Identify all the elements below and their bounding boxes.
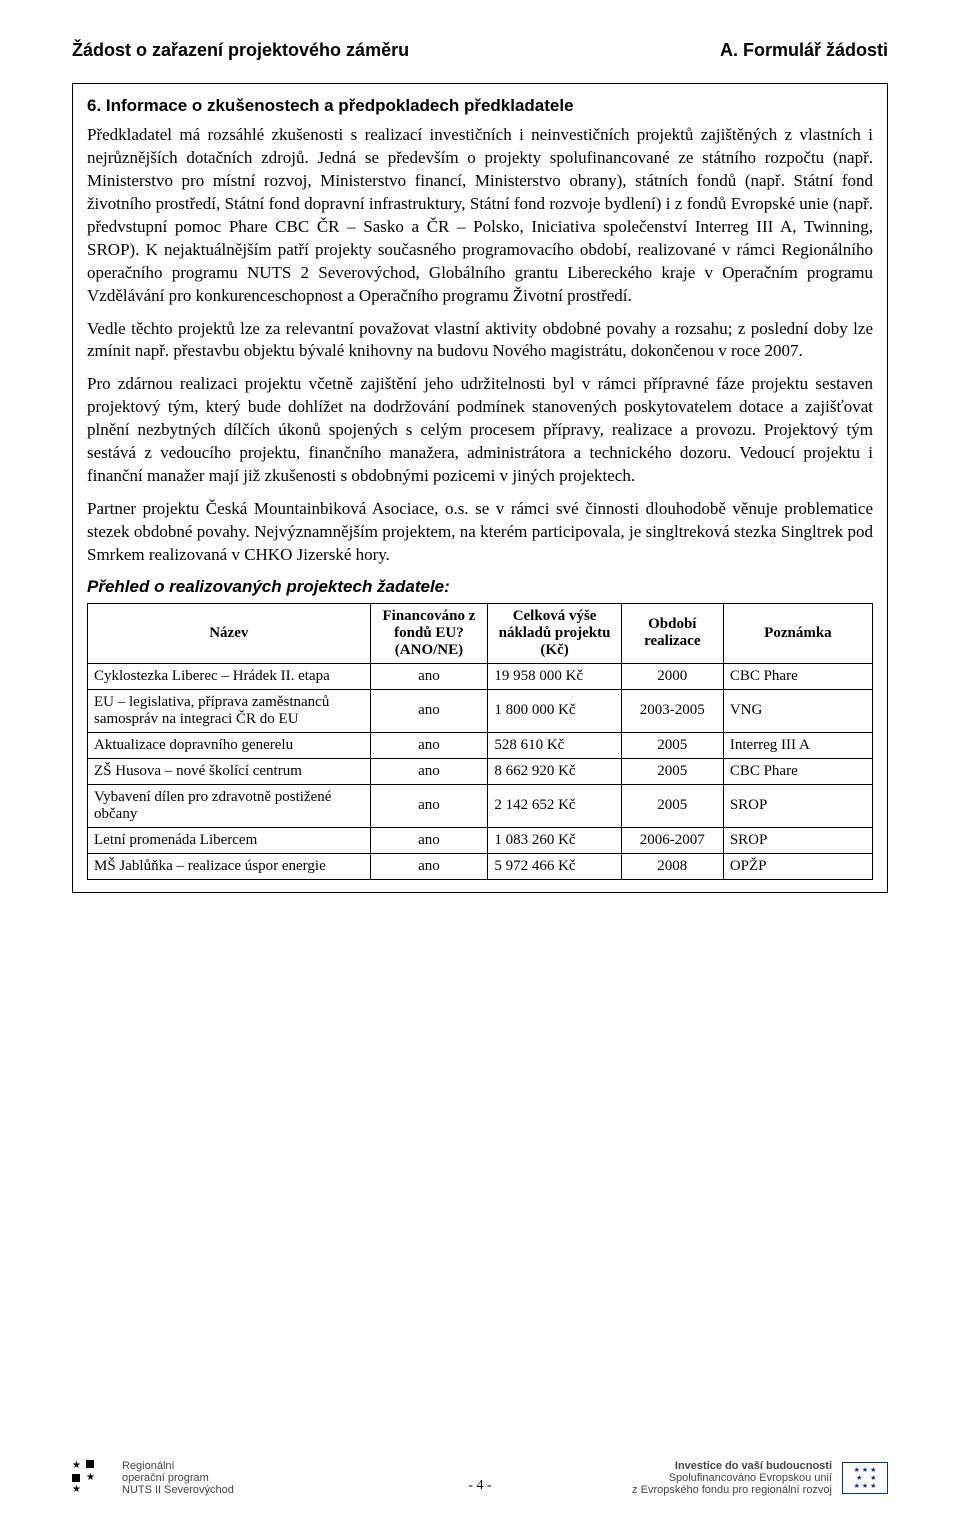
cell-funded: ano — [370, 732, 488, 758]
projects-header: Přehled o realizovaných projektech žadat… — [87, 577, 873, 597]
cell-cost: 8 662 920 Kč — [488, 758, 621, 784]
footer-right-text: Investice do vaší budoucnosti Spolufinan… — [632, 1460, 832, 1496]
paragraph: Pro zdárnou realizaci projektu včetně za… — [87, 373, 873, 488]
cell-note: CBC Phare — [723, 663, 872, 689]
footer-line: Investice do vaší budoucnosti — [632, 1460, 832, 1472]
projects-table: Název Financováno z fondů EU? (ANO/NE) C… — [87, 603, 873, 880]
cell-note: OPŽP — [723, 853, 872, 879]
table-row: ZŠ Husova – nové školící centrum ano 8 6… — [88, 758, 873, 784]
cell-note: CBC Phare — [723, 758, 872, 784]
cell-period: 2006-2007 — [621, 827, 723, 853]
cell-cost: 2 142 652 Kč — [488, 784, 621, 827]
cell-name: Aktualizace dopravního generelu — [88, 732, 371, 758]
table-row: Cyklostezka Liberec – Hrádek II. etapa a… — [88, 663, 873, 689]
cell-name: Vybavení dílen pro zdravotně postižené o… — [88, 784, 371, 827]
cell-name: Letní promenáda Libercem — [88, 827, 371, 853]
cell-note: SROP — [723, 827, 872, 853]
table-row: Aktualizace dopravního generelu ano 528 … — [88, 732, 873, 758]
cell-period: 2000 — [621, 663, 723, 689]
cell-period: 2008 — [621, 853, 723, 879]
section-box: 6. Informace o zkušenostech a předpoklad… — [72, 83, 888, 893]
page-number: - 4 - — [468, 1478, 491, 1494]
table-header-row: Název Financováno z fondů EU? (ANO/NE) C… — [88, 603, 873, 663]
cell-cost: 5 972 466 Kč — [488, 853, 621, 879]
cell-name: EU – legislativa, příprava zaměstnanců s… — [88, 689, 371, 732]
footer-line: Regionální — [122, 1460, 234, 1472]
rop-logo-icon: ★ ★ ★ — [72, 1460, 112, 1496]
cell-period: 2005 — [621, 784, 723, 827]
footer-left-text: Regionální operační program NUTS II Seve… — [122, 1460, 234, 1496]
cell-note: SROP — [723, 784, 872, 827]
header-right: A. Formulář žádosti — [720, 40, 888, 61]
col-note: Poznámka — [723, 603, 872, 663]
eu-flag-icon: ★ ★ ★★ ★★ ★ ★ — [842, 1462, 888, 1494]
table-row: EU – legislativa, příprava zaměstnanců s… — [88, 689, 873, 732]
col-period: Období realizace — [621, 603, 723, 663]
footer-left: ★ ★ ★ Regionální operační program NUTS I… — [72, 1460, 234, 1496]
header-left: Žádost o zařazení projektového záměru — [72, 40, 409, 61]
cell-cost: 1 083 260 Kč — [488, 827, 621, 853]
cell-funded: ano — [370, 784, 488, 827]
footer-line: NUTS II Severovýchod — [122, 1484, 234, 1496]
footer-line: z Evropského fondu pro regionální rozvoj — [632, 1484, 832, 1496]
cell-cost: 528 610 Kč — [488, 732, 621, 758]
table-row: Letní promenáda Libercem ano 1 083 260 K… — [88, 827, 873, 853]
cell-note: VNG — [723, 689, 872, 732]
col-cost: Celková výše nákladů projektu (Kč) — [488, 603, 621, 663]
cell-funded: ano — [370, 827, 488, 853]
cell-funded: ano — [370, 758, 488, 784]
col-funded: Financováno z fondů EU? (ANO/NE) — [370, 603, 488, 663]
table-row: Vybavení dílen pro zdravotně postižené o… — [88, 784, 873, 827]
cell-funded: ano — [370, 663, 488, 689]
footer-line: Spolufinancováno Evropskou unií — [632, 1472, 832, 1484]
cell-period: 2003-2005 — [621, 689, 723, 732]
paragraph: Vedle těchto projektů lze za relevantní … — [87, 318, 873, 364]
cell-period: 2005 — [621, 732, 723, 758]
cell-cost: 19 958 000 Kč — [488, 663, 621, 689]
section-title: 6. Informace o zkušenostech a předpoklad… — [87, 96, 873, 116]
cell-funded: ano — [370, 689, 488, 732]
cell-cost: 1 800 000 Kč — [488, 689, 621, 732]
section-body: Předkladatel má rozsáhlé zkušenosti s re… — [87, 124, 873, 567]
cell-name: MŠ Jablůňka – realizace úspor energie — [88, 853, 371, 879]
cell-name: Cyklostezka Liberec – Hrádek II. etapa — [88, 663, 371, 689]
footer-right: Investice do vaší budoucnosti Spolufinan… — [632, 1460, 888, 1496]
cell-period: 2005 — [621, 758, 723, 784]
table-row: MŠ Jablůňka – realizace úspor energie an… — [88, 853, 873, 879]
paragraph: Partner projektu Česká Mountainbiková As… — [87, 498, 873, 567]
footer-line: operační program — [122, 1472, 234, 1484]
cell-funded: ano — [370, 853, 488, 879]
cell-note: Interreg III A — [723, 732, 872, 758]
col-name: Název — [88, 603, 371, 663]
paragraph: Předkladatel má rozsáhlé zkušenosti s re… — [87, 124, 873, 308]
cell-name: ZŠ Husova – nové školící centrum — [88, 758, 371, 784]
